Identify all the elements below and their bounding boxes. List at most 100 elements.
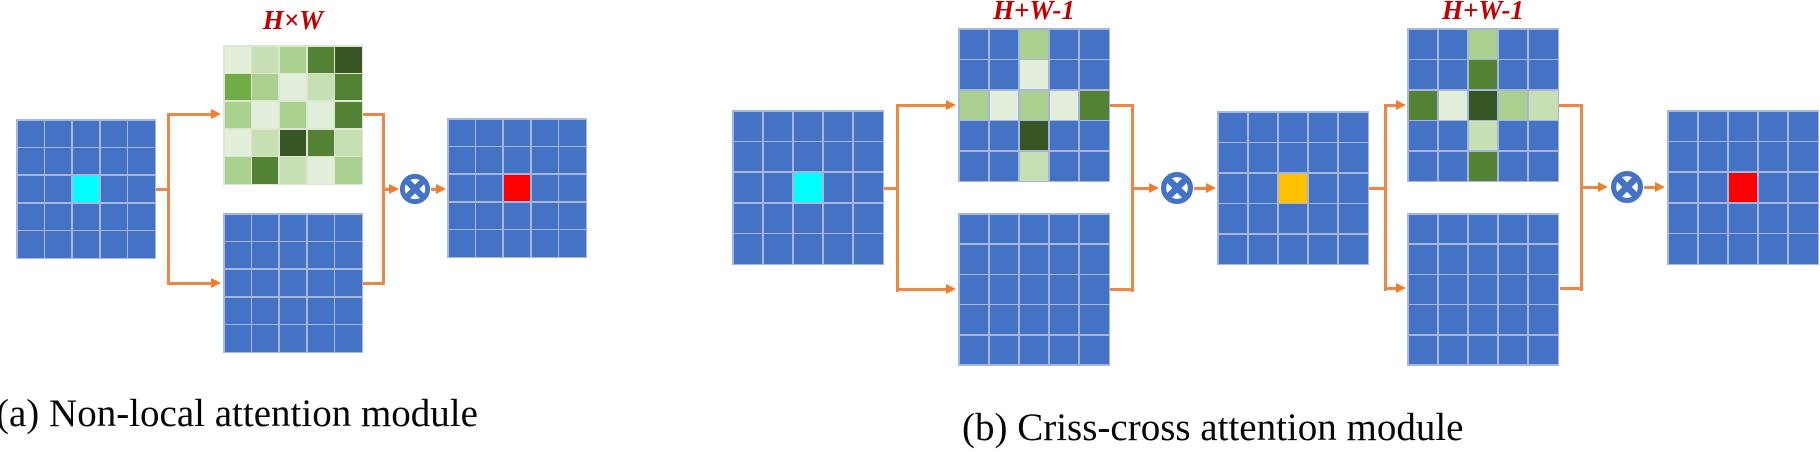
- grid-cell: [1408, 335, 1438, 365]
- grid-cell: [1278, 143, 1308, 172]
- arrow-line: [1384, 287, 1397, 290]
- grid-cell: [279, 46, 307, 73]
- multiply-icon-2-b: [1610, 170, 1644, 204]
- arrowhead-icon: [1655, 182, 1665, 192]
- grid-cell: [989, 244, 1019, 274]
- arrowhead-icon: [1206, 183, 1216, 193]
- grid-cell: [1308, 204, 1338, 233]
- grid-cell: [224, 129, 251, 156]
- grid-cell: [17, 203, 44, 230]
- grid-cell: [335, 74, 362, 101]
- grid-cell: [224, 46, 251, 73]
- grid-cell: [1498, 244, 1528, 274]
- grid-cell: [1468, 305, 1498, 335]
- grid-cell: [793, 172, 823, 203]
- grid-cell: [823, 111, 853, 141]
- grid-cell: [307, 157, 334, 184]
- attention-map-label-a: H×W: [262, 5, 324, 35]
- grid-cell: [335, 157, 362, 184]
- grid-cell: [1019, 121, 1049, 150]
- grid-cell: [1528, 90, 1558, 120]
- grid-cell: [1498, 214, 1528, 244]
- grid-cell: [1668, 111, 1698, 141]
- grid-cell: [128, 231, 155, 258]
- grid-cell: [733, 172, 763, 203]
- grid-cell: [1728, 203, 1758, 233]
- grid-cell: [1668, 172, 1698, 203]
- grid-cell: [45, 120, 72, 147]
- grid-cell: [448, 174, 475, 202]
- grid-cell: [252, 214, 279, 241]
- grid-cell: [1278, 234, 1308, 264]
- grid-cell: [307, 297, 334, 324]
- arrow-line: [1110, 104, 1134, 107]
- arrowhead-icon: [946, 284, 956, 294]
- grid-cell: [279, 297, 307, 324]
- grid-cell: [1308, 234, 1338, 264]
- grid-cell: [1438, 305, 1468, 335]
- arrow-line: [1131, 104, 1134, 292]
- grid-cell: [1079, 335, 1109, 365]
- grid-cell: [531, 202, 558, 229]
- grid-cell: [1278, 204, 1308, 233]
- grid-cell: [335, 46, 362, 73]
- grid-cell: [1788, 142, 1818, 172]
- grid-cell: [733, 234, 763, 264]
- grid-cell: [1528, 335, 1558, 365]
- grid-cell: [503, 174, 531, 202]
- grid-cell: [1668, 142, 1698, 172]
- grid-cell: [1528, 29, 1558, 59]
- grid-cell: [72, 175, 100, 203]
- grid-cell: [128, 148, 155, 175]
- grid-cell: [763, 172, 793, 203]
- grid-cell: [733, 111, 763, 141]
- grid-cell: [1049, 60, 1079, 89]
- grid-cell: [1278, 112, 1308, 142]
- arrow-line: [896, 104, 947, 107]
- grid-cell: [279, 325, 307, 352]
- grid-cell: [17, 231, 44, 258]
- grid-cell: [1079, 121, 1109, 150]
- grid-cell: [989, 121, 1019, 150]
- grid-cell: [252, 325, 279, 352]
- grid-cell: [72, 231, 100, 258]
- grid-cell: [279, 157, 307, 184]
- arrow-line: [1131, 187, 1150, 190]
- grid-cell: [100, 231, 127, 258]
- grid-cell: [45, 148, 72, 175]
- grid-cell: [335, 269, 362, 297]
- arrow-line: [1560, 287, 1583, 290]
- grid-cell: [476, 119, 503, 146]
- grid-cell: [224, 214, 251, 241]
- arrowhead-icon: [436, 184, 446, 194]
- grid-cell: [733, 203, 763, 233]
- grid-cell: [989, 60, 1019, 89]
- grid-cell: [1438, 244, 1468, 274]
- grid-cell: [1019, 335, 1049, 365]
- grid-cell: [476, 174, 503, 202]
- input-feature-map-a: [16, 119, 156, 259]
- grid-cell: [793, 142, 823, 172]
- arrow-line: [896, 288, 947, 291]
- grid-cell: [1498, 305, 1528, 335]
- grid-cell: [763, 142, 793, 172]
- grid-cell: [959, 275, 989, 304]
- grid-cell: [989, 335, 1019, 365]
- grid-cell: [989, 214, 1019, 244]
- grid-cell: [45, 203, 72, 230]
- grid-cell: [503, 119, 531, 146]
- grid-cell: [1408, 214, 1438, 244]
- grid-cell: [1498, 60, 1528, 89]
- grid-cell: [1788, 172, 1818, 203]
- grid-cell: [1438, 121, 1468, 150]
- grid-cell: [1248, 204, 1278, 233]
- grid-cell: [1438, 214, 1468, 244]
- grid-cell: [503, 202, 531, 229]
- caption-a: (a) Non-local attention module: [0, 392, 478, 435]
- grid-cell: [959, 151, 989, 181]
- grid-cell: [853, 142, 883, 172]
- arrow-line: [382, 113, 385, 285]
- grid-cell: [128, 120, 155, 147]
- grid-cell: [1788, 111, 1818, 141]
- grid-cell: [1468, 121, 1498, 150]
